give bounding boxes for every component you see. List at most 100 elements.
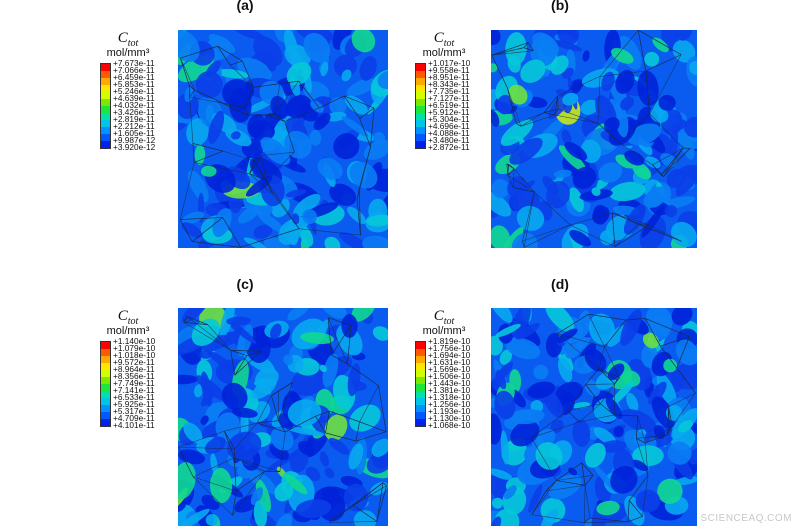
grain-boundary [507, 168, 515, 176]
colorbar-tick-label: +5.317e-11 [113, 406, 155, 416]
concentration-patch [652, 37, 669, 53]
grain-boundary [636, 438, 649, 476]
colorbar-swatch [101, 384, 110, 391]
grain-boundary [315, 415, 326, 434]
grain-boundary [647, 224, 682, 242]
grain-boundary [272, 193, 300, 229]
concentration-patch [253, 224, 273, 239]
grain-boundary [645, 70, 650, 114]
concentration-patch [182, 211, 205, 224]
concentration-patch [366, 451, 388, 474]
concentration-patch [580, 99, 599, 115]
concentration-patch [325, 111, 347, 122]
grain-boundary [378, 385, 387, 432]
grain-boundary [224, 430, 235, 458]
grain-boundary [612, 212, 648, 225]
grain-boundary [570, 224, 616, 247]
concentration-patch [205, 60, 222, 78]
grain-boundary [616, 377, 620, 381]
grain-boundary [359, 385, 379, 422]
concentration-patch [253, 500, 268, 526]
grain-boundary [531, 514, 585, 523]
grain-boundary [581, 462, 586, 486]
colorbar-swatch [101, 127, 110, 134]
concentration-patch [371, 438, 388, 457]
grain-boundary [645, 224, 648, 228]
colorbar-tick-label: +5.925e-11 [113, 399, 155, 409]
concentration-patch [287, 308, 311, 321]
colorbar-swatch [416, 384, 425, 391]
colorbar-tick-label: +5.853e-11 [113, 79, 155, 89]
concentration-patch [632, 162, 652, 180]
concentration-patch [557, 30, 580, 45]
grain-boundary [557, 313, 589, 334]
grain-boundary [179, 219, 193, 242]
concentration-patch [260, 137, 291, 166]
colorbar-tick-label: +1.381e-10 [428, 385, 471, 395]
concentration-patch [266, 451, 299, 472]
concentration-patch [343, 483, 369, 512]
colorbar-swatch [101, 134, 110, 141]
concentration-patch [293, 193, 321, 217]
legend-unit: mol/mm³ [106, 47, 150, 59]
grain-boundary [531, 480, 557, 515]
concentration-patch [372, 326, 388, 341]
grain-boundary [588, 314, 605, 347]
grain-boundary [636, 434, 668, 439]
concentration-patch [675, 339, 697, 366]
concentration-patch [495, 369, 507, 390]
grain-boundary [628, 500, 643, 517]
concentration-patch [508, 84, 528, 105]
colorbar-swatch [101, 363, 110, 370]
concentration-patch [243, 237, 267, 248]
panel-label: (b) [551, 0, 569, 13]
grain-boundary [230, 350, 247, 356]
concentration-patch [613, 426, 624, 438]
concentration-patch [287, 399, 322, 427]
colorbar-tick-label: +1.694e-10 [428, 350, 471, 360]
colorbar-swatch [416, 99, 425, 106]
grain-boundary [668, 392, 696, 407]
grain-boundary [343, 95, 360, 119]
concentration-patch [584, 442, 606, 468]
colorbar-swatch [416, 377, 425, 384]
colorbar-swatch [416, 106, 425, 113]
grain-boundary [356, 188, 360, 200]
colorbar-swatch [416, 134, 425, 141]
legend-unit: mol/mm³ [422, 47, 466, 59]
grain-boundary [271, 395, 279, 421]
concentration-patch [230, 131, 241, 140]
concentration-patch [200, 415, 209, 425]
grain-boundary [353, 485, 387, 506]
grain-boundary [523, 42, 529, 48]
colorbar-tick-label: +8.356e-11 [113, 371, 155, 381]
concentration-patch [298, 440, 315, 456]
colorbar-tick-label: +8.951e-11 [428, 72, 470, 82]
concentration-patch [572, 419, 591, 447]
concentration-patch [623, 204, 646, 235]
colorbar-swatch [101, 419, 110, 426]
concentration-patch [609, 181, 646, 202]
grain-boundary [638, 223, 646, 228]
grain-boundary [234, 350, 262, 376]
grain-boundary [598, 368, 618, 381]
grain-boundary [229, 64, 254, 88]
concentration-patch [678, 420, 693, 433]
concentration-patch [491, 497, 503, 509]
grain-boundary [506, 163, 509, 176]
grain-boundary [224, 430, 236, 450]
colorbar-tick-label: +5.304e-11 [428, 114, 470, 124]
concentration-patch [346, 78, 377, 97]
concentration-patch [550, 55, 569, 75]
concentration-patch [196, 375, 228, 402]
concentration-patch [561, 129, 572, 146]
colorbar-tick-label: +4.088e-11 [428, 128, 470, 138]
grain-boundary [642, 475, 649, 517]
grain-boundary [516, 123, 522, 127]
concentration-patch [309, 130, 322, 146]
grain-boundary [329, 521, 377, 523]
concentration-patch [607, 325, 627, 347]
concentration-patch [675, 164, 697, 197]
concentration-patch [624, 150, 645, 166]
grain-boundary [612, 212, 640, 225]
